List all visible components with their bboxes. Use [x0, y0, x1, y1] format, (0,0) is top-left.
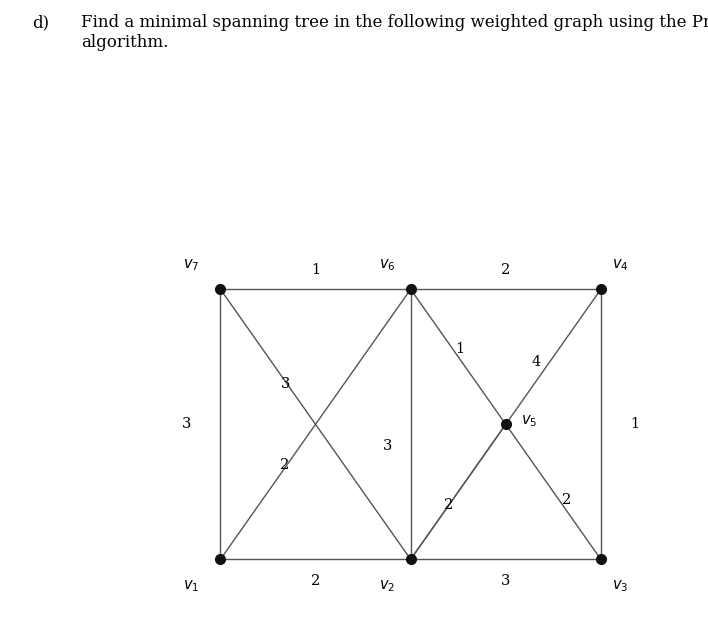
Text: 4: 4: [532, 355, 541, 369]
Text: $v_{5}$: $v_{5}$: [521, 414, 537, 429]
Text: 2: 2: [444, 499, 453, 512]
Text: 3: 3: [501, 574, 510, 588]
Text: 1: 1: [631, 417, 639, 431]
Text: 3: 3: [181, 417, 191, 431]
Text: $v_{3}$: $v_{3}$: [612, 578, 629, 594]
Text: $v_{4}$: $v_{4}$: [612, 257, 629, 273]
Text: d): d): [32, 14, 49, 31]
Text: $v_{6}$: $v_{6}$: [379, 257, 396, 273]
Text: 2: 2: [311, 574, 320, 588]
Text: 2: 2: [501, 263, 510, 278]
Text: 1: 1: [311, 263, 320, 278]
Text: $v_{7}$: $v_{7}$: [183, 257, 200, 273]
Text: 3: 3: [280, 377, 290, 391]
Text: 1: 1: [455, 342, 464, 356]
Text: $v_{1}$: $v_{1}$: [183, 578, 200, 594]
Text: $v_{2}$: $v_{2}$: [379, 578, 396, 594]
Text: 2: 2: [280, 458, 290, 472]
Text: 3: 3: [383, 439, 392, 453]
Text: 2: 2: [562, 493, 571, 507]
Text: Find a minimal spanning tree in the following weighted graph using the Prim’s
al: Find a minimal spanning tree in the foll…: [81, 14, 708, 51]
